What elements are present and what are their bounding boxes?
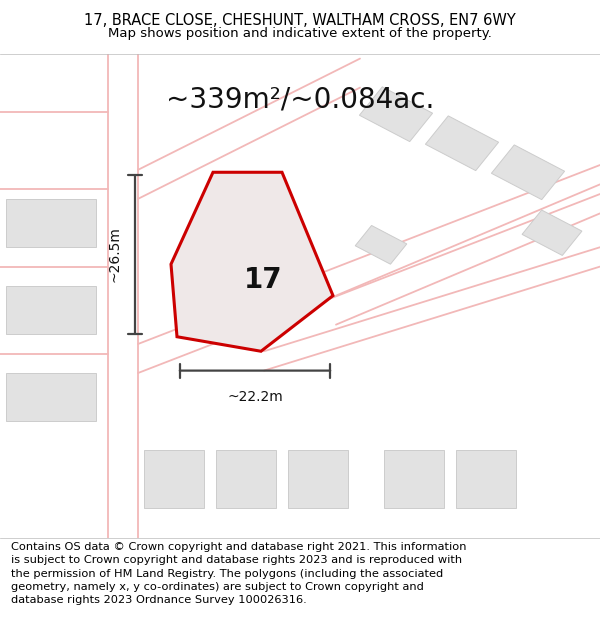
Polygon shape [6,373,96,421]
Polygon shape [144,451,204,509]
Polygon shape [184,228,284,316]
Polygon shape [522,210,582,256]
Polygon shape [359,87,433,142]
Polygon shape [384,451,444,509]
Polygon shape [171,173,333,351]
Text: ~339m²/~0.084ac.: ~339m²/~0.084ac. [166,86,434,114]
Polygon shape [491,145,565,199]
Polygon shape [425,116,499,171]
Text: Contains OS data © Crown copyright and database right 2021. This information
is : Contains OS data © Crown copyright and d… [11,542,466,605]
Polygon shape [288,451,348,509]
Text: 17: 17 [244,266,283,294]
Polygon shape [456,451,516,509]
Polygon shape [6,199,96,248]
Polygon shape [6,286,96,334]
Text: ~22.2m: ~22.2m [227,390,283,404]
Text: 17, BRACE CLOSE, CHESHUNT, WALTHAM CROSS, EN7 6WY: 17, BRACE CLOSE, CHESHUNT, WALTHAM CROSS… [84,13,516,28]
Polygon shape [355,226,407,264]
Polygon shape [216,451,276,509]
Text: Map shows position and indicative extent of the property.: Map shows position and indicative extent… [108,28,492,40]
Text: ~26.5m: ~26.5m [107,227,121,282]
